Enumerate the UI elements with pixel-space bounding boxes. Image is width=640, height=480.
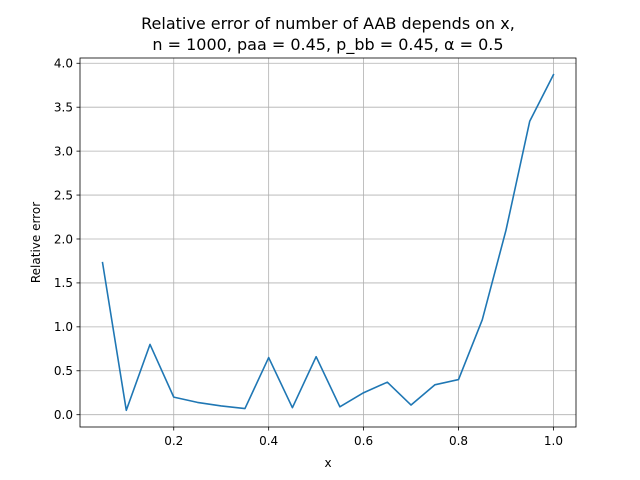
- y-axis-ticks: 0.0 0.5 1.0 1.5 2.0 2.5 3.0 3.5 4.0: [54, 57, 80, 422]
- y-tick-label: 1.5: [54, 276, 73, 290]
- x-axis-label: x: [324, 456, 331, 470]
- x-tick-label: 0.4: [259, 434, 278, 448]
- series-line: [101, 73, 555, 412]
- y-tick-label: 4.0: [54, 57, 73, 71]
- chart-title-line-2: n = 1000, paa = 0.45, p_bb = 0.45, α = 0…: [152, 35, 503, 55]
- x-tick-label: 1.0: [544, 434, 563, 448]
- x-tick-label: 0.2: [164, 434, 183, 448]
- y-tick-label: 2.5: [54, 188, 73, 202]
- y-tick-label: 3.5: [54, 101, 73, 115]
- y-tick-label: 3.0: [54, 144, 73, 158]
- y-axis-label: Relative error: [29, 202, 43, 283]
- plot-frame: [79, 57, 577, 428]
- x-tick-label: 0.6: [354, 434, 373, 448]
- y-tick-label: 0.5: [54, 364, 73, 378]
- x-tick-label: 0.8: [449, 434, 468, 448]
- x-axis-ticks: 0.2 0.4 0.6 0.8 1.0: [164, 427, 563, 448]
- y-tick-label: 1.0: [54, 320, 73, 334]
- y-tick-label: 0.0: [54, 408, 73, 422]
- series-layer: [101, 73, 555, 412]
- grid-layer: [80, 58, 576, 427]
- chart-title-line-1: Relative error of number of AAB depends …: [141, 14, 515, 33]
- y-tick-label: 2.0: [54, 232, 73, 246]
